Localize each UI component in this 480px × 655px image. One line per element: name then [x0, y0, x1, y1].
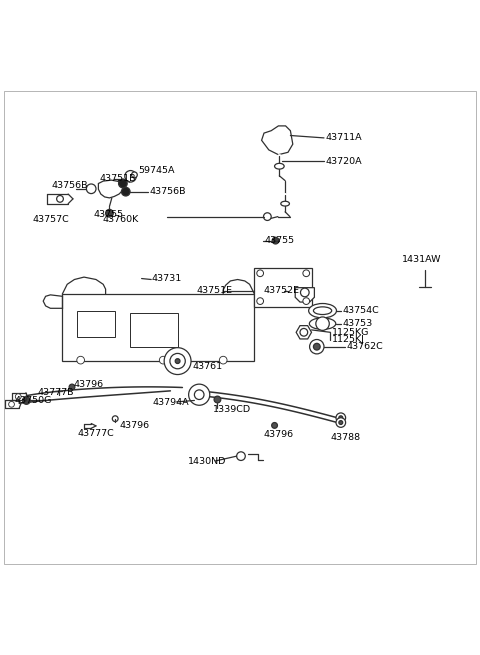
- Text: 1339CD: 1339CD: [213, 405, 251, 413]
- Text: 43720A: 43720A: [326, 157, 362, 166]
- Text: 43796: 43796: [263, 430, 293, 439]
- Bar: [254, 267, 312, 307]
- Circle shape: [300, 288, 309, 297]
- Text: 43796: 43796: [73, 380, 104, 389]
- Circle shape: [15, 394, 21, 400]
- Text: 43777C: 43777C: [78, 429, 115, 438]
- Polygon shape: [295, 288, 314, 302]
- Ellipse shape: [281, 201, 289, 206]
- Bar: [77, 310, 115, 337]
- Circle shape: [336, 413, 346, 422]
- Text: 43711A: 43711A: [325, 134, 362, 142]
- Ellipse shape: [309, 303, 336, 318]
- Text: 43751B: 43751B: [99, 174, 136, 183]
- Ellipse shape: [275, 163, 284, 169]
- Text: 43762C: 43762C: [346, 342, 383, 351]
- Text: 43761: 43761: [193, 362, 223, 371]
- Text: 1125KJ: 1125KJ: [332, 335, 364, 345]
- Circle shape: [125, 170, 136, 182]
- Circle shape: [339, 416, 343, 420]
- Circle shape: [310, 339, 324, 354]
- Circle shape: [194, 390, 204, 400]
- Polygon shape: [98, 180, 125, 198]
- Circle shape: [303, 270, 310, 276]
- Polygon shape: [296, 326, 312, 339]
- Text: 1431AW: 1431AW: [402, 255, 442, 264]
- Circle shape: [132, 172, 137, 178]
- Circle shape: [159, 356, 167, 364]
- Text: 43760K: 43760K: [102, 215, 139, 223]
- Text: 43794A: 43794A: [152, 398, 189, 407]
- Circle shape: [219, 356, 227, 364]
- Circle shape: [257, 270, 264, 276]
- Circle shape: [336, 418, 346, 427]
- Circle shape: [214, 396, 221, 403]
- Circle shape: [272, 422, 277, 428]
- Text: 59745A: 59745A: [138, 166, 175, 175]
- Text: 43756B: 43756B: [51, 181, 88, 191]
- Circle shape: [339, 421, 343, 424]
- Text: 43755: 43755: [264, 236, 295, 245]
- Circle shape: [106, 210, 113, 217]
- Bar: [130, 313, 178, 346]
- Ellipse shape: [313, 307, 332, 314]
- Text: 43796: 43796: [119, 421, 149, 430]
- Circle shape: [272, 237, 279, 244]
- Circle shape: [69, 384, 75, 390]
- Circle shape: [112, 416, 118, 422]
- Circle shape: [57, 195, 63, 202]
- Circle shape: [313, 343, 320, 350]
- Text: 43753: 43753: [342, 319, 372, 328]
- Polygon shape: [262, 126, 293, 155]
- Circle shape: [257, 298, 264, 305]
- Ellipse shape: [310, 318, 336, 329]
- Circle shape: [23, 397, 30, 404]
- Text: 1125KG: 1125KG: [332, 328, 369, 337]
- Text: 43777B: 43777B: [38, 388, 74, 397]
- Circle shape: [121, 187, 130, 196]
- Text: 43757C: 43757C: [33, 215, 70, 223]
- Circle shape: [316, 317, 329, 330]
- Circle shape: [86, 184, 96, 194]
- Circle shape: [164, 348, 191, 375]
- Text: 1430ND: 1430ND: [188, 457, 227, 466]
- Circle shape: [175, 359, 180, 364]
- Text: 43752E: 43752E: [264, 286, 300, 295]
- Circle shape: [264, 213, 271, 221]
- Circle shape: [77, 356, 84, 364]
- Text: 43751E: 43751E: [197, 286, 233, 295]
- Circle shape: [303, 298, 310, 305]
- Circle shape: [119, 179, 127, 188]
- Circle shape: [300, 328, 308, 336]
- Circle shape: [189, 384, 210, 405]
- Text: 43756B: 43756B: [149, 187, 186, 196]
- Circle shape: [9, 402, 14, 407]
- Circle shape: [170, 354, 185, 369]
- Text: 43750G: 43750G: [14, 396, 52, 405]
- Circle shape: [237, 452, 245, 460]
- Text: 43788: 43788: [330, 433, 360, 442]
- Text: 43731: 43731: [151, 274, 181, 282]
- Bar: [62, 294, 254, 361]
- Text: 43755: 43755: [94, 210, 124, 219]
- Text: 43754C: 43754C: [342, 306, 379, 315]
